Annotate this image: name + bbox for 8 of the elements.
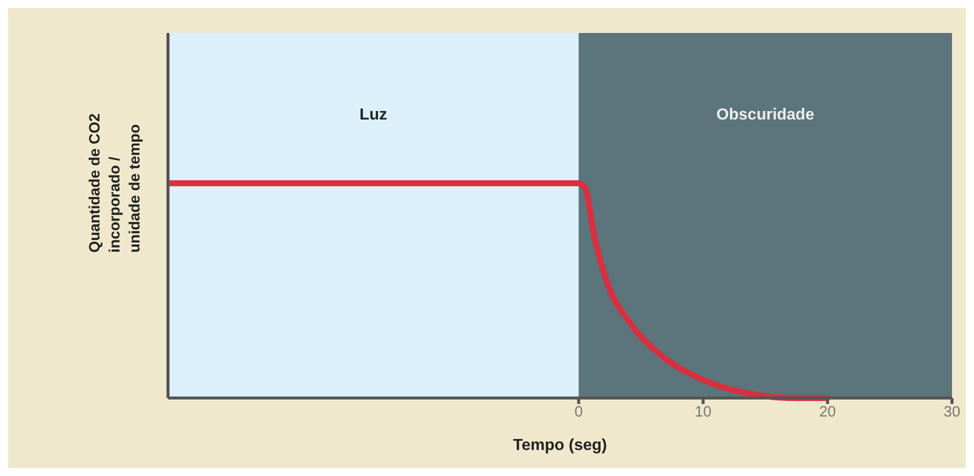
x-tick-label: 20 bbox=[819, 404, 836, 421]
x-tick-label: 30 bbox=[944, 404, 960, 421]
x-tick-label: 0 bbox=[574, 404, 583, 421]
y-axis-title: Quantidade de CO2 incorporado / unidade de tempo bbox=[86, 113, 144, 253]
x-tick-label: 10 bbox=[694, 404, 712, 421]
band-label: Obscuridade bbox=[716, 106, 814, 124]
x-axis-title: Tempo (seg) bbox=[513, 437, 607, 454]
band-label: Luz bbox=[360, 106, 388, 124]
